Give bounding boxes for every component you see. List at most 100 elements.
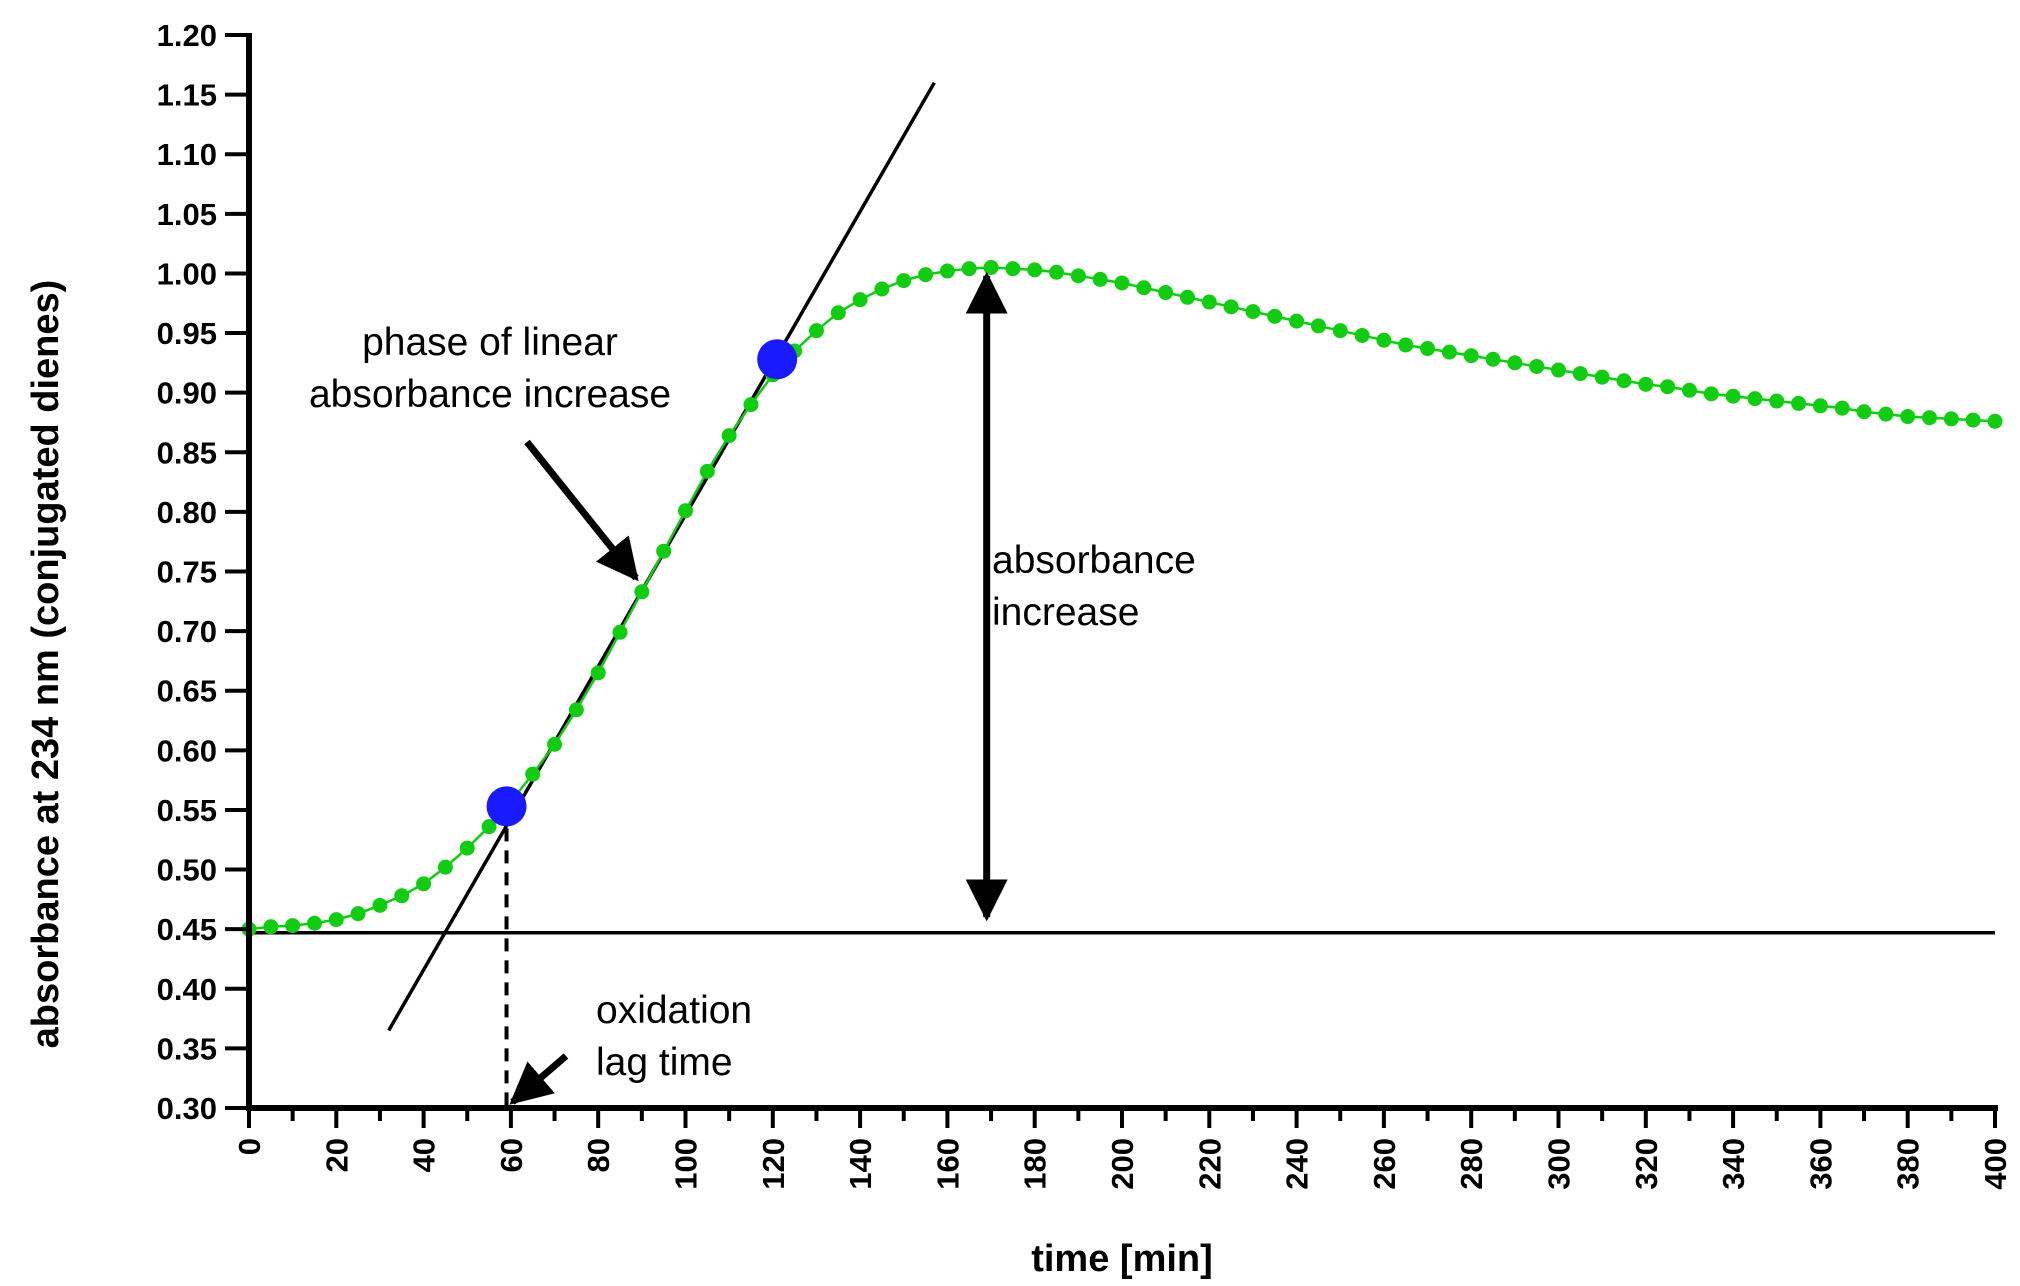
data-point <box>1485 351 1501 367</box>
data-point <box>1594 369 1610 385</box>
y-tick-label: 1.05 <box>157 197 217 232</box>
data-point <box>1376 332 1392 348</box>
x-tick-label: 360 <box>1803 1138 1838 1190</box>
data-point <box>1834 400 1850 416</box>
y-tick-label: 1.00 <box>157 256 217 291</box>
data-point <box>939 263 955 279</box>
data-point <box>983 259 999 275</box>
data-point <box>590 665 606 681</box>
data-point <box>1660 379 1676 395</box>
data-point <box>721 428 737 444</box>
axes: 0.30 0.35 0.40 0.45 0.50 0.55 0.60 0.65 0.70 0.75… <box>157 18 2013 1190</box>
y-tick-label: 0.85 <box>157 435 217 470</box>
x-tick-label: 100 <box>669 1138 704 1190</box>
x-tick-label: 280 <box>1454 1138 1489 1190</box>
data-point <box>1420 341 1436 357</box>
data-point <box>1878 406 1894 422</box>
data-point <box>1179 289 1195 305</box>
x-axis-title: time [min] <box>1031 1238 1213 1280</box>
data-point <box>896 273 912 289</box>
y-tick-label: 0.90 <box>157 376 217 411</box>
lag-time-label: oxidation lag time <box>596 989 752 1084</box>
data-point <box>743 397 759 413</box>
absorbance-increase-label: absorbance increase <box>992 539 1196 634</box>
data-point <box>1332 323 1348 339</box>
lag-time-label-line: oxidation <box>596 989 752 1032</box>
data-point <box>1791 395 1807 411</box>
data-point <box>1703 386 1719 402</box>
data-point <box>634 584 650 600</box>
linear-phase-label-line: absorbance increase <box>309 373 671 416</box>
data-point <box>437 859 453 875</box>
data-point <box>328 912 344 928</box>
data-point <box>1572 366 1588 382</box>
data-point <box>1245 304 1261 320</box>
y-tick-label: 0.35 <box>157 1031 217 1066</box>
linear-end-point <box>757 339 798 380</box>
data-point <box>1136 280 1152 296</box>
y-tick-label: 1.10 <box>157 137 217 172</box>
data-point <box>1769 393 1785 409</box>
y-tick-label: 1.20 <box>157 18 217 53</box>
y-tick-label: 0.75 <box>157 555 217 590</box>
data-point <box>678 503 693 519</box>
x-tick-label: 0 <box>232 1138 267 1155</box>
data-point <box>1987 413 2003 429</box>
data-point <box>1638 376 1654 392</box>
data-point <box>1507 355 1523 371</box>
data-point <box>1354 327 1370 343</box>
data-point <box>1747 391 1763 407</box>
data-point <box>350 906 366 922</box>
data-point <box>1856 404 1872 420</box>
y-tick-label: 0.80 <box>157 495 217 530</box>
absorbance-increase-label-line: absorbance <box>992 539 1196 582</box>
linear-phase-arrow <box>524 439 639 582</box>
data-point <box>918 267 934 283</box>
x-tick-label: 180 <box>1018 1138 1053 1190</box>
x-tick-label: 200 <box>1105 1138 1140 1190</box>
data-point <box>1223 299 1239 315</box>
data-points <box>241 259 2003 937</box>
data-point <box>1027 262 1043 278</box>
data-point <box>1922 410 1938 426</box>
x-tick-label: 340 <box>1716 1138 1751 1190</box>
data-point <box>1158 285 1174 301</box>
y-tick-label: 0.65 <box>157 674 217 709</box>
x-tick-label: 40 <box>407 1138 442 1172</box>
x-tick-label: 240 <box>1280 1138 1315 1190</box>
data-point <box>1201 294 1217 310</box>
data-point <box>830 305 846 321</box>
y-tick-label: 0.45 <box>157 912 217 947</box>
data-point <box>699 463 715 479</box>
absorbance-increase-label-line: increase <box>992 591 1139 634</box>
x-tick-label: 160 <box>930 1138 965 1190</box>
data-point <box>1267 308 1283 324</box>
data-point <box>1441 344 1457 360</box>
data-point <box>1943 411 1959 427</box>
data-point <box>1812 398 1828 414</box>
data-point <box>1092 271 1108 287</box>
data-point <box>568 702 584 718</box>
x-tick-label: 260 <box>1367 1138 1402 1190</box>
data-point <box>1463 348 1479 364</box>
data-point <box>306 915 322 931</box>
data-point <box>612 624 628 640</box>
x-tick-label: 60 <box>494 1138 529 1172</box>
annotations: phase of linear absorbance increaseabsorb… <box>309 271 1196 1105</box>
data-point <box>1529 358 1545 374</box>
data-point <box>459 840 475 856</box>
y-tick-label: 0.30 <box>157 1091 217 1126</box>
data-point <box>852 292 868 308</box>
data-point <box>874 281 890 297</box>
data-point <box>285 918 301 934</box>
data-point <box>1049 264 1065 280</box>
data-point <box>1725 388 1741 404</box>
y-tick-label: 0.55 <box>157 793 217 828</box>
x-tick-label: 20 <box>319 1138 354 1172</box>
x-tick-label: 380 <box>1891 1138 1926 1190</box>
linear-phase-label: phase of linear absorbance increase <box>309 321 671 416</box>
x-tick-label: 300 <box>1542 1138 1577 1190</box>
data-point <box>263 919 279 935</box>
data-point <box>1900 409 1916 425</box>
